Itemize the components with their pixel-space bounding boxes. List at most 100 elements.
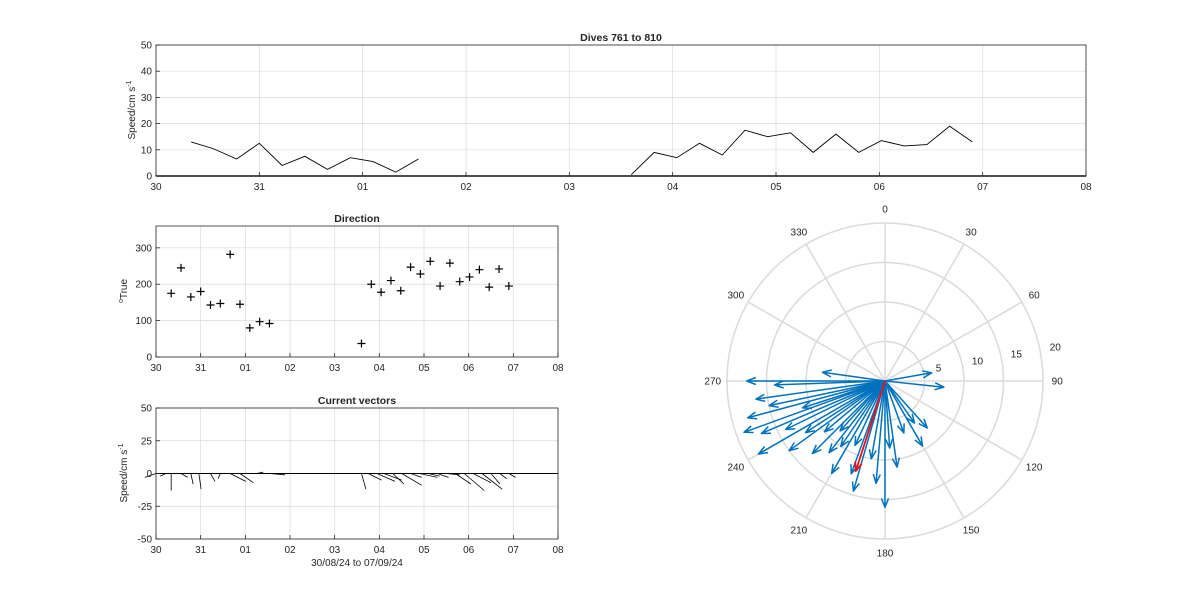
vector-panel: 30 31 01 02 03 04 05 06 07 08 -50 -25 0 25 50 Current … [118,395,564,569]
current-vector-stick [490,473,501,485]
x-tick-label: 02 [284,363,296,374]
compass-vector [884,380,945,391]
y-tick-label: 10 [141,145,153,156]
compass-vector [840,380,886,448]
vector-sticks [144,471,558,491]
x-tick-label: 05 [418,545,430,556]
y-tick-label: 25 [141,436,153,447]
compass-vector [746,380,886,420]
vector-ylabel: Speed/cm s-1 [118,443,130,502]
direction-ylabel: oTrue [118,279,130,304]
direction-point [485,283,494,292]
compass-angle-label: 240 [728,463,745,474]
direction-point [377,288,386,297]
direction-point [495,264,504,273]
direction-point [465,272,474,281]
direction-point [235,300,244,309]
compass-labels: 5 10 15 20 0 30 60 90 120 150 180 210 240 270 300 330 [704,204,1063,559]
compass-vector [839,380,886,432]
direction-point [177,263,186,272]
compass-vector [823,380,886,433]
speed-series-line [630,125,973,176]
compass-vector [821,369,886,382]
compass-radial-label: 15 [1011,350,1023,361]
compass-angle-label: 120 [1026,463,1043,474]
compass-radial-label: 5 [936,363,942,374]
x-tick-label: 08 [552,545,564,556]
x-tick-label: 30 [150,545,162,556]
current-vector-stick [455,473,472,485]
current-vector-stick [239,473,254,484]
current-vector-stick [410,473,422,478]
direction-point [386,276,395,285]
direction-panel: 30 31 01 02 03 04 05 06 07 08 0 100 200 300 Direction… [118,213,564,374]
speed-trace [156,125,1086,177]
current-vector-stick [376,473,396,482]
compass-spoke [884,380,1023,461]
direction-point [504,282,513,291]
compass-angle-label: 330 [791,227,808,238]
current-vector-stick [180,473,188,478]
direction-point [167,289,176,298]
direction-point [367,280,376,289]
current-vector-stick [198,473,202,490]
direction-point [436,282,445,291]
direction-point [265,319,274,328]
x-tick-label: 31 [195,545,207,556]
x-tick-label: 06 [463,545,475,556]
compass-vector [828,380,886,454]
compass-spoke [805,243,886,382]
x-tick-label: 07 [508,545,520,556]
x-tick-label: 03 [564,182,576,193]
current-vector-stick [144,473,157,478]
speed-ticks: 30 31 01 02 03 04 05 06 07 08 0 10 20 30 40 50 [141,41,1092,194]
direction-point [357,339,366,348]
compass-vector [884,380,929,429]
vector-title: Current vectors [318,395,396,407]
speed-grid [155,44,1087,177]
y-tick-label: 50 [141,41,153,52]
compass-vector [880,381,890,509]
direction-point [406,263,415,272]
x-tick-label: 03 [329,363,341,374]
y-tick-label: 50 [141,404,153,415]
x-tick-label: 07 [977,182,989,193]
compass-radial-label: 10 [972,356,984,367]
y-tick-label: -50 [138,535,153,546]
current-vector-stick [256,471,264,474]
x-tick-label: 04 [374,363,386,374]
x-tick-label: 08 [552,363,564,374]
compass-vector [884,380,916,424]
direction-point [396,286,405,295]
direction-ticks: 30 31 01 02 03 04 05 06 07 08 0 100 200 300 [135,243,564,374]
x-tick-label: 05 [770,182,782,193]
current-vector-stick [160,473,166,477]
x-tick-label: 01 [357,182,369,193]
y-tick-label: 200 [135,280,152,291]
current-vector-stick [481,473,503,490]
direction-point [445,259,454,268]
current-vector-stick [463,473,485,491]
x-tick-label: 01 [240,363,252,374]
direction-point [455,277,464,286]
compass-spoke [884,301,1023,382]
compass-radial-label: 20 [1050,343,1062,354]
compass-angle-label: 180 [877,549,894,560]
compass-vector [854,380,886,447]
compass-vector [868,380,886,460]
compass-angle-label: 60 [1029,290,1041,301]
direction-axes-box [155,225,559,358]
y-tick-label: 0 [146,172,152,183]
y-tick-label: -25 [138,502,153,513]
compass-vector [757,380,886,455]
x-tick-label: 05 [418,363,430,374]
compass-angle-label: 150 [963,526,980,537]
x-tick-label: 07 [508,363,520,374]
vector-xlabel: 30/08/24 to 07/09/24 [311,558,403,569]
current-vector-stick [472,473,492,484]
x-tick-label: 30 [150,182,162,193]
compass-vector [804,380,886,434]
direction-title: Direction [334,213,380,225]
x-tick-label: 06 [463,363,475,374]
